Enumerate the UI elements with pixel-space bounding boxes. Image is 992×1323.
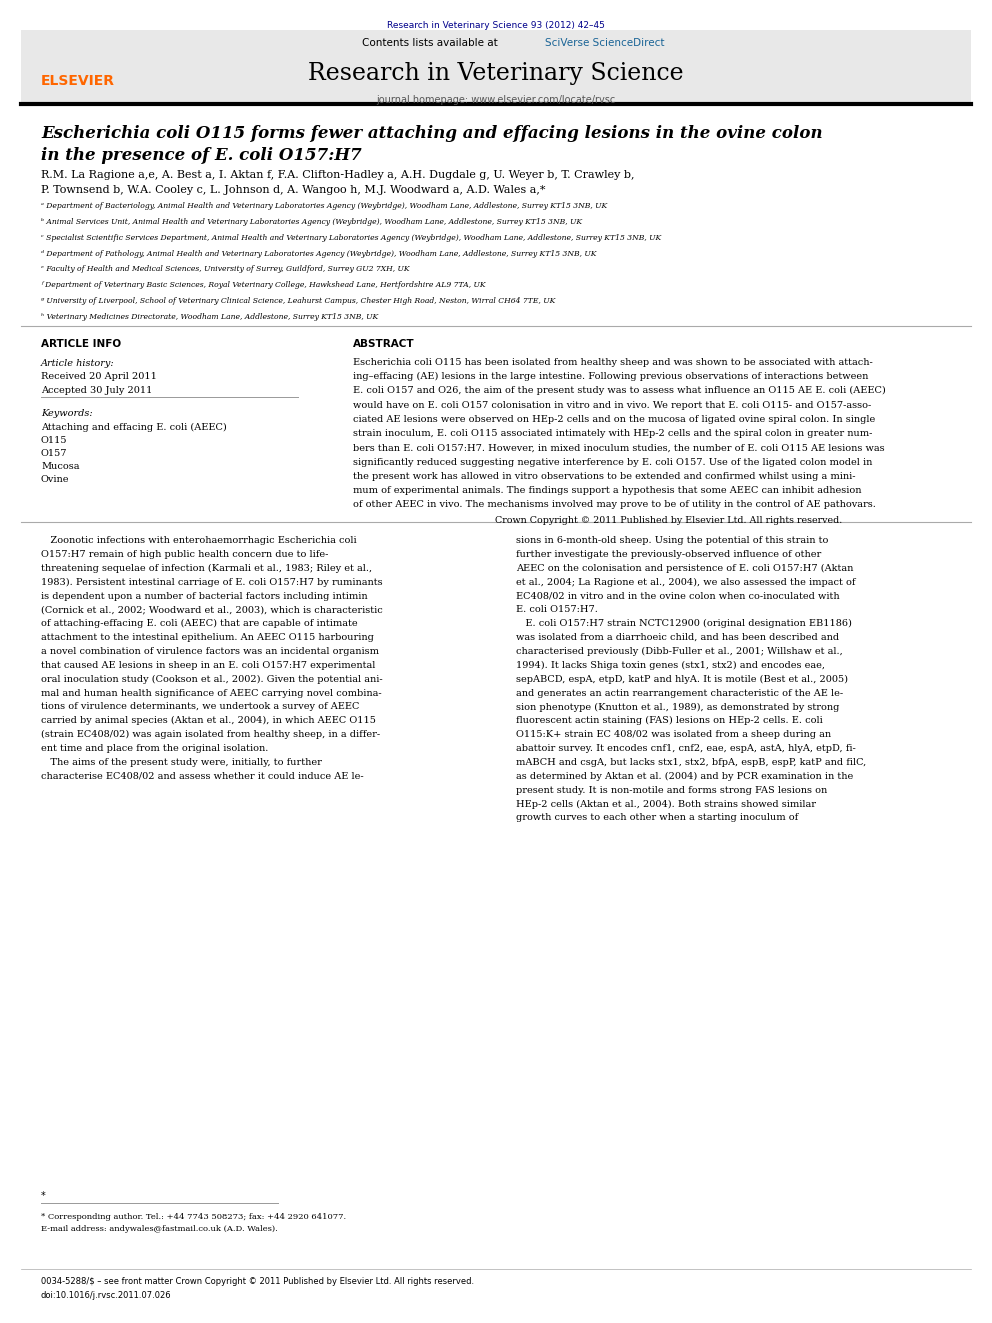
Text: Mucosa: Mucosa [41,462,79,471]
Text: sepABCD, espA, etpD, katP and hlyA. It is motile (Best et al., 2005): sepABCD, espA, etpD, katP and hlyA. It i… [516,675,848,684]
Text: 0034-5288/$ – see front matter Crown Copyright © 2011 Published by Elsevier Ltd.: 0034-5288/$ – see front matter Crown Cop… [41,1277,474,1286]
Text: in the presence of E. coli O157:H7: in the presence of E. coli O157:H7 [41,147,362,164]
Text: characterise EC408/02 and assess whether it could induce AE le-: characterise EC408/02 and assess whether… [41,771,364,781]
Text: growth curves to each other when a starting inoculum of: growth curves to each other when a start… [516,814,798,823]
Text: bers than E. coli O157:H7. However, in mixed inoculum studies, the number of E. : bers than E. coli O157:H7. However, in m… [352,443,884,452]
Text: ᵃ Department of Bacteriology, Animal Health and Veterinary Laboratories Agency (: ᵃ Department of Bacteriology, Animal Hea… [41,202,607,210]
Text: HEp-2 cells (Aktan et al., 2004). Both strains showed similar: HEp-2 cells (Aktan et al., 2004). Both s… [516,799,815,808]
Text: ᵈ Department of Pathology, Animal Health and Veterinary Laboratories Agency (Wey: ᵈ Department of Pathology, Animal Health… [41,250,596,258]
Text: O157: O157 [41,448,67,458]
Text: strain inoculum, E. coli O115 associated intimately with HEp-2 cells and the spi: strain inoculum, E. coli O115 associated… [352,429,872,438]
Text: oral inoculation study (Cookson et al., 2002). Given the potential ani-: oral inoculation study (Cookson et al., … [41,675,383,684]
Text: Research in Veterinary Science: Research in Veterinary Science [309,62,683,85]
Text: as determined by Aktan et al. (2004) and by PCR examination in the: as determined by Aktan et al. (2004) and… [516,771,853,781]
Text: ent time and place from the original isolation.: ent time and place from the original iso… [41,744,268,753]
Text: Crown Copyright © 2011 Published by Elsevier Ltd. All rights reserved.: Crown Copyright © 2011 Published by Else… [495,516,843,525]
Text: P. Townsend b, W.A. Cooley c, L. Johnson d, A. Wangoo h, M.J. Woodward a, A.D. W: P. Townsend b, W.A. Cooley c, L. Johnson… [41,185,546,194]
Text: (Cornick et al., 2002; Woodward et al., 2003), which is characteristic: (Cornick et al., 2002; Woodward et al., … [41,606,383,614]
Text: present study. It is non-motile and forms strong FAS lesions on: present study. It is non-motile and form… [516,786,827,795]
Text: of other AEEC in vivo. The mechanisms involved may prove to be of utility in the: of other AEEC in vivo. The mechanisms in… [352,500,875,509]
Text: would have on E. coli O157 colonisation in vitro and in vivo. We report that E. : would have on E. coli O157 colonisation … [352,401,871,410]
Text: O115: O115 [41,435,67,445]
Text: significantly reduced suggesting negative interference by E. coli O157. Use of t: significantly reduced suggesting negativ… [352,458,872,467]
Text: E-mail address: andywales@fastmail.co.uk (A.D. Wales).: E-mail address: andywales@fastmail.co.uk… [41,1225,278,1233]
Text: tions of virulence determinants, we undertook a survey of AEEC: tions of virulence determinants, we unde… [41,703,359,712]
Text: ᵇ Animal Services Unit, Animal Health and Veterinary Laboratories Agency (Weybri: ᵇ Animal Services Unit, Animal Health an… [41,218,582,226]
Text: Research in Veterinary Science 93 (2012) 42–45: Research in Veterinary Science 93 (2012)… [387,21,605,30]
Text: R.M. La Ragione a,e, A. Best a, I. Aktan f, F.A. Clifton-Hadley a, A.H. Dugdale : R.M. La Ragione a,e, A. Best a, I. Aktan… [41,171,635,180]
Text: ᶠ Department of Veterinary Basic Sciences, Royal Veterinary College, Hawkshead L: ᶠ Department of Veterinary Basic Science… [41,282,485,290]
Text: mABCH and csgA, but lacks stx1, stx2, bfpA, espB, espP, katP and filC,: mABCH and csgA, but lacks stx1, stx2, bf… [516,758,866,767]
Text: ing–effacing (AE) lesions in the large intestine. Following previous observation: ing–effacing (AE) lesions in the large i… [352,372,868,381]
Text: the present work has allowed in vitro observations to be extended and confirmed : the present work has allowed in vitro ob… [352,472,855,482]
Text: threatening sequelae of infection (Karmali et al., 1983; Riley et al.,: threatening sequelae of infection (Karma… [41,564,372,573]
Text: mal and human health significance of AEEC carrying novel combina-: mal and human health significance of AEE… [41,688,382,697]
Text: SciVerse ScienceDirect: SciVerse ScienceDirect [546,38,665,49]
Text: Keywords:: Keywords: [41,409,92,418]
FancyBboxPatch shape [21,30,971,105]
Text: mum of experimental animals. The findings support a hypothesis that some AEEC ca: mum of experimental animals. The finding… [352,486,861,495]
Text: AEEC on the colonisation and persistence of E. coli O157:H7 (Aktan: AEEC on the colonisation and persistence… [516,564,853,573]
Text: journal homepage: www.elsevier.com/locate/rvsc: journal homepage: www.elsevier.com/locat… [376,95,616,105]
Text: doi:10.1016/j.rvsc.2011.07.026: doi:10.1016/j.rvsc.2011.07.026 [41,1291,172,1301]
Text: O157:H7 remain of high public health concern due to life-: O157:H7 remain of high public health con… [41,550,328,558]
Text: ᵍ University of Liverpool, School of Veterinary Clinical Science, Leahurst Campu: ᵍ University of Liverpool, School of Vet… [41,298,556,306]
Text: Escherichia coli O115 forms fewer attaching and effacing lesions in the ovine co: Escherichia coli O115 forms fewer attach… [41,126,822,143]
Text: Contents lists available at: Contents lists available at [362,38,501,49]
Text: Article history:: Article history: [41,359,115,368]
Text: ᵉ Faculty of Health and Medical Sciences, University of Surrey, Guildford, Surre: ᵉ Faculty of Health and Medical Sciences… [41,266,410,274]
Text: abattoir survey. It encodes cnf1, cnf2, eae, espA, astA, hlyA, etpD, fi-: abattoir survey. It encodes cnf1, cnf2, … [516,744,855,753]
Text: ARTICLE INFO: ARTICLE INFO [41,340,121,349]
Text: ʰ Veterinary Medicines Directorate, Woodham Lane, Addlestone, Surrey KT15 3NB, U: ʰ Veterinary Medicines Directorate, Wood… [41,314,378,321]
Text: E. coli O157:H7.: E. coli O157:H7. [516,606,597,614]
Text: and generates an actin rearrangement characteristic of the AE le-: and generates an actin rearrangement cha… [516,688,843,697]
Text: ELSEVIER: ELSEVIER [41,74,115,89]
Text: Accepted 30 July 2011: Accepted 30 July 2011 [41,385,153,394]
Text: sion phenotype (Knutton et al., 1989), as demonstrated by strong: sion phenotype (Knutton et al., 1989), a… [516,703,839,712]
Text: 1994). It lacks Shiga toxin genes (stx1, stx2) and encodes eae,: 1994). It lacks Shiga toxin genes (stx1,… [516,662,824,669]
Text: ABSTRACT: ABSTRACT [352,340,415,349]
Text: E. coli O157 and O26, the aim of the present study was to assess what influence : E. coli O157 and O26, the aim of the pre… [352,386,885,396]
Text: et al., 2004; La Ragione et al., 2004), we also assessed the impact of: et al., 2004; La Ragione et al., 2004), … [516,578,855,587]
Text: fluorescent actin staining (FAS) lesions on HEp-2 cells. E. coli: fluorescent actin staining (FAS) lesions… [516,716,822,725]
Text: Attaching and effacing E. coli (AEEC): Attaching and effacing E. coli (AEEC) [41,422,227,431]
Text: ᶜ Specialist Scientific Services Department, Animal Health and Veterinary Labora: ᶜ Specialist Scientific Services Departm… [41,234,662,242]
Text: 1983). Persistent intestinal carriage of E. coli O157:H7 by ruminants: 1983). Persistent intestinal carriage of… [41,578,383,587]
Text: Received 20 April 2011: Received 20 April 2011 [41,372,157,381]
Text: further investigate the previously-observed influence of other: further investigate the previously-obser… [516,550,821,558]
Text: attachment to the intestinal epithelium. An AEEC O115 harbouring: attachment to the intestinal epithelium.… [41,634,374,642]
Text: E. coli O157:H7 strain NCTC12900 (original designation EB1186): E. coli O157:H7 strain NCTC12900 (origin… [516,619,852,628]
Text: * Corresponding author. Tel.: +44 7743 508273; fax: +44 2920 641077.: * Corresponding author. Tel.: +44 7743 5… [41,1213,346,1221]
Text: sions in 6-month-old sheep. Using the potential of this strain to: sions in 6-month-old sheep. Using the po… [516,536,828,545]
Text: carried by animal species (Aktan et al., 2004), in which AEEC O115: carried by animal species (Aktan et al.,… [41,716,376,725]
Text: EC408/02 in vitro and in the ovine colon when co-inoculated with: EC408/02 in vitro and in the ovine colon… [516,591,839,601]
Text: *: * [41,1192,46,1201]
Text: O115:K+ strain EC 408/02 was isolated from a sheep during an: O115:K+ strain EC 408/02 was isolated fr… [516,730,831,740]
Text: (strain EC408/02) was again isolated from healthy sheep, in a differ-: (strain EC408/02) was again isolated fro… [41,730,380,740]
Text: a novel combination of virulence factors was an incidental organism: a novel combination of virulence factors… [41,647,379,656]
Text: Ovine: Ovine [41,475,69,484]
Text: Escherichia coli O115 has been isolated from healthy sheep and was shown to be a: Escherichia coli O115 has been isolated … [352,357,872,366]
Text: characterised previously (Dibb-Fuller et al., 2001; Willshaw et al.,: characterised previously (Dibb-Fuller et… [516,647,842,656]
Text: of attaching-effacing E. coli (AEEC) that are capable of intimate: of attaching-effacing E. coli (AEEC) tha… [41,619,357,628]
Text: ciated AE lesions were observed on HEp-2 cells and on the mucosa of ligated ovin: ciated AE lesions were observed on HEp-2… [352,415,875,423]
Text: The aims of the present study were, initially, to further: The aims of the present study were, init… [41,758,321,767]
Text: is dependent upon a number of bacterial factors including intimin: is dependent upon a number of bacterial … [41,591,368,601]
Text: was isolated from a diarrhoeic child, and has been described and: was isolated from a diarrhoeic child, an… [516,634,839,642]
Text: that caused AE lesions in sheep in an E. coli O157:H7 experimental: that caused AE lesions in sheep in an E.… [41,662,375,669]
Text: Zoonotic infections with enterohaemorrhagic Escherichia coli: Zoonotic infections with enterohaemorrha… [41,536,356,545]
